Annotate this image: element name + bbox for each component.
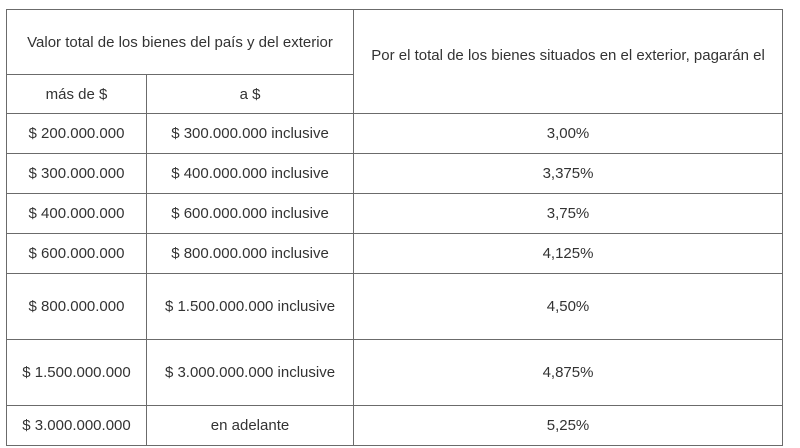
header-total-value: Valor total de los bienes del país y del…	[5, 9, 355, 75]
cell-from: $ 300.000.000	[6, 153, 147, 194]
cell-from: $ 400.000.000	[6, 193, 147, 234]
cell-from: $ 600.000.000	[6, 233, 147, 274]
cell-to: $ 800.000.000 inclusive	[145, 233, 355, 274]
cell-to: $ 600.000.000 inclusive	[145, 193, 355, 234]
cell-from: $ 1.500.000.000	[6, 339, 147, 406]
table-row: $ 400.000.000 $ 600.000.000 inclusive 3,…	[6, 193, 784, 234]
cell-to: en adelante	[145, 405, 355, 446]
header-row-top: Valor total de los bienes del país y del…	[5, 9, 784, 114]
rates-table-container: Valor total de los bienes del país y del…	[5, 9, 784, 446]
cell-to: $ 3.000.000.000 inclusive	[145, 339, 355, 406]
rates-table: Valor total de los bienes del país y del…	[5, 9, 784, 446]
header-row-sub: más de $ a $	[6, 74, 783, 114]
cell-rate: 3,375%	[353, 153, 784, 194]
table-row: $ 3.000.000.000 en adelante 5,25%	[6, 405, 784, 446]
header-from: más de $	[6, 74, 147, 114]
table-row: $ 300.000.000 $ 400.000.000 inclusive 3,…	[6, 153, 784, 194]
cell-to: $ 400.000.000 inclusive	[145, 153, 355, 194]
table-row: $ 200.000.000 $ 300.000.000 inclusive 3,…	[6, 113, 784, 154]
cell-rate: 5,25%	[353, 405, 784, 446]
cell-to: $ 1.500.000.000 inclusive	[145, 273, 355, 340]
table-row: $ 800.000.000 $ 1.500.000.000 inclusive …	[6, 273, 784, 340]
cell-rate: 4,50%	[353, 273, 784, 340]
header-to: a $	[145, 74, 355, 114]
cell-rate: 4,125%	[353, 233, 784, 274]
table-row: $ 1.500.000.000 $ 3.000.000.000 inclusiv…	[6, 339, 784, 406]
cell-rate: 3,75%	[353, 193, 784, 234]
cell-rate: 4,875%	[353, 339, 784, 406]
cell-from: $ 3.000.000.000	[6, 405, 147, 446]
cell-to: $ 300.000.000 inclusive	[145, 113, 355, 154]
cell-from: $ 800.000.000	[6, 273, 147, 340]
table-row: $ 600.000.000 $ 800.000.000 inclusive 4,…	[6, 233, 784, 274]
cell-rate: 3,00%	[353, 113, 784, 154]
header-rate: Por el total de los bienes situados en e…	[353, 9, 784, 114]
cell-from: $ 200.000.000	[6, 113, 147, 154]
